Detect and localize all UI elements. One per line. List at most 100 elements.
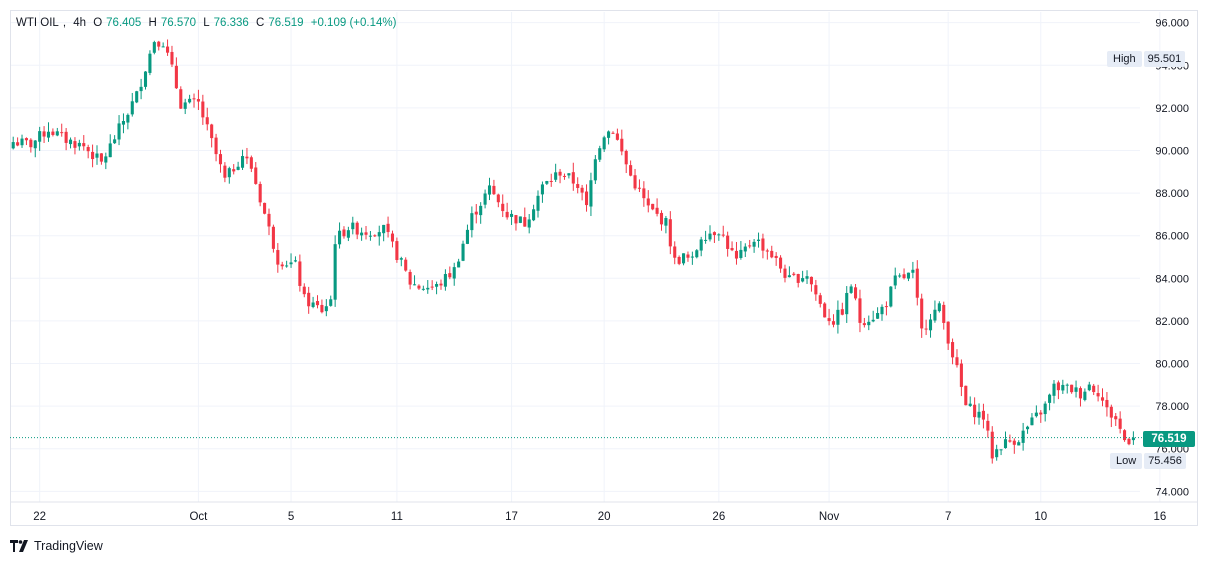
candle-body bbox=[699, 239, 703, 251]
x-tick-label: 5 bbox=[288, 511, 294, 523]
candle-body bbox=[959, 363, 963, 387]
candle-body bbox=[99, 153, 103, 162]
candle-body bbox=[333, 244, 337, 300]
candle-body bbox=[430, 286, 434, 288]
candle-body bbox=[668, 219, 672, 247]
x-tick-label: 22 bbox=[33, 511, 46, 523]
candle-body bbox=[46, 131, 51, 138]
candle-body bbox=[893, 275, 897, 286]
candle-body bbox=[161, 46, 165, 48]
candle-body bbox=[435, 284, 439, 287]
candle-body bbox=[704, 239, 708, 241]
candle-body bbox=[871, 319, 875, 322]
candle-body bbox=[999, 449, 1003, 451]
candle-body bbox=[254, 167, 258, 184]
candle-body bbox=[95, 153, 99, 158]
candle-body bbox=[920, 298, 924, 329]
candle-body bbox=[152, 42, 156, 53]
y-tick-label: 86.000 bbox=[1155, 231, 1189, 243]
candle-body bbox=[117, 123, 121, 140]
candle-body bbox=[809, 276, 813, 285]
candle-body bbox=[148, 53, 152, 73]
candle-body bbox=[536, 195, 540, 211]
candle-body bbox=[995, 449, 999, 458]
candle-body bbox=[465, 229, 469, 244]
candle-body bbox=[990, 431, 994, 459]
candle-body bbox=[1083, 391, 1087, 400]
candle-body bbox=[1087, 384, 1091, 391]
tradingview-logo[interactable]: TradingView bbox=[10, 539, 103, 553]
low-key: L bbox=[203, 17, 210, 29]
candle-body bbox=[298, 261, 302, 286]
candle-body bbox=[955, 357, 959, 366]
candle-body bbox=[355, 222, 359, 235]
candle-body bbox=[1131, 437, 1135, 441]
candle-body bbox=[399, 258, 403, 260]
candle-body bbox=[748, 245, 752, 247]
candle-body bbox=[598, 148, 602, 160]
candle-body bbox=[382, 224, 386, 234]
candle-body bbox=[16, 142, 20, 146]
candle-body bbox=[86, 147, 90, 152]
y-tick-label: 80.000 bbox=[1155, 359, 1189, 371]
candle-body bbox=[130, 101, 134, 115]
candle-body bbox=[1052, 383, 1056, 396]
candle-body bbox=[267, 213, 271, 227]
candle-body bbox=[659, 212, 664, 225]
candle-body bbox=[836, 309, 840, 325]
candle-body bbox=[1056, 382, 1060, 391]
candle-body bbox=[646, 198, 650, 206]
candle-body bbox=[373, 235, 377, 237]
candle-body bbox=[968, 403, 972, 406]
candle-body bbox=[55, 131, 59, 136]
x-tick-label: Oct bbox=[189, 511, 208, 523]
low-marker: Low 75.456 bbox=[1110, 453, 1186, 469]
candle-body bbox=[761, 238, 765, 251]
candle-body bbox=[937, 303, 941, 312]
candle-body bbox=[889, 286, 893, 307]
candle-body bbox=[139, 86, 143, 92]
candle-body bbox=[518, 216, 522, 223]
y-tick-label: 90.000 bbox=[1155, 145, 1189, 157]
x-tick-label: 17 bbox=[505, 511, 518, 523]
candle-body bbox=[717, 234, 721, 236]
candle-body bbox=[91, 151, 95, 160]
candle-body bbox=[289, 262, 293, 265]
candle-body bbox=[911, 269, 915, 273]
candle-body bbox=[734, 250, 739, 259]
candle-body bbox=[602, 137, 606, 150]
open-value: 76.405 bbox=[106, 17, 142, 29]
candle-body bbox=[302, 286, 306, 295]
candle-body bbox=[549, 181, 553, 183]
candle-body bbox=[223, 165, 227, 178]
candle-body bbox=[280, 264, 284, 267]
candle-body bbox=[448, 273, 452, 278]
candle-body bbox=[51, 131, 55, 135]
candle-body bbox=[765, 250, 769, 252]
candle-body bbox=[607, 131, 611, 138]
candle-body bbox=[315, 301, 320, 306]
candle-body bbox=[562, 175, 567, 177]
candle-body bbox=[285, 265, 289, 267]
candle-body bbox=[629, 165, 633, 176]
candle-body bbox=[964, 385, 968, 406]
candle-body bbox=[818, 295, 822, 304]
candle-body bbox=[854, 287, 858, 299]
candle-body bbox=[351, 222, 355, 230]
candle-body bbox=[214, 137, 218, 155]
candle-body bbox=[457, 261, 461, 268]
candle-body bbox=[1096, 393, 1100, 397]
candle-body bbox=[501, 203, 505, 212]
candle-body bbox=[884, 306, 888, 308]
candle-body bbox=[258, 183, 262, 203]
candle-body bbox=[792, 273, 796, 275]
candle-body bbox=[236, 166, 240, 170]
candle-body bbox=[311, 302, 315, 307]
candle-body bbox=[170, 51, 174, 65]
x-tick-label: 10 bbox=[1034, 511, 1047, 523]
candle-body bbox=[1070, 384, 1074, 393]
candle-body bbox=[823, 303, 827, 318]
candle-body bbox=[439, 283, 443, 286]
candle-body bbox=[615, 133, 619, 140]
